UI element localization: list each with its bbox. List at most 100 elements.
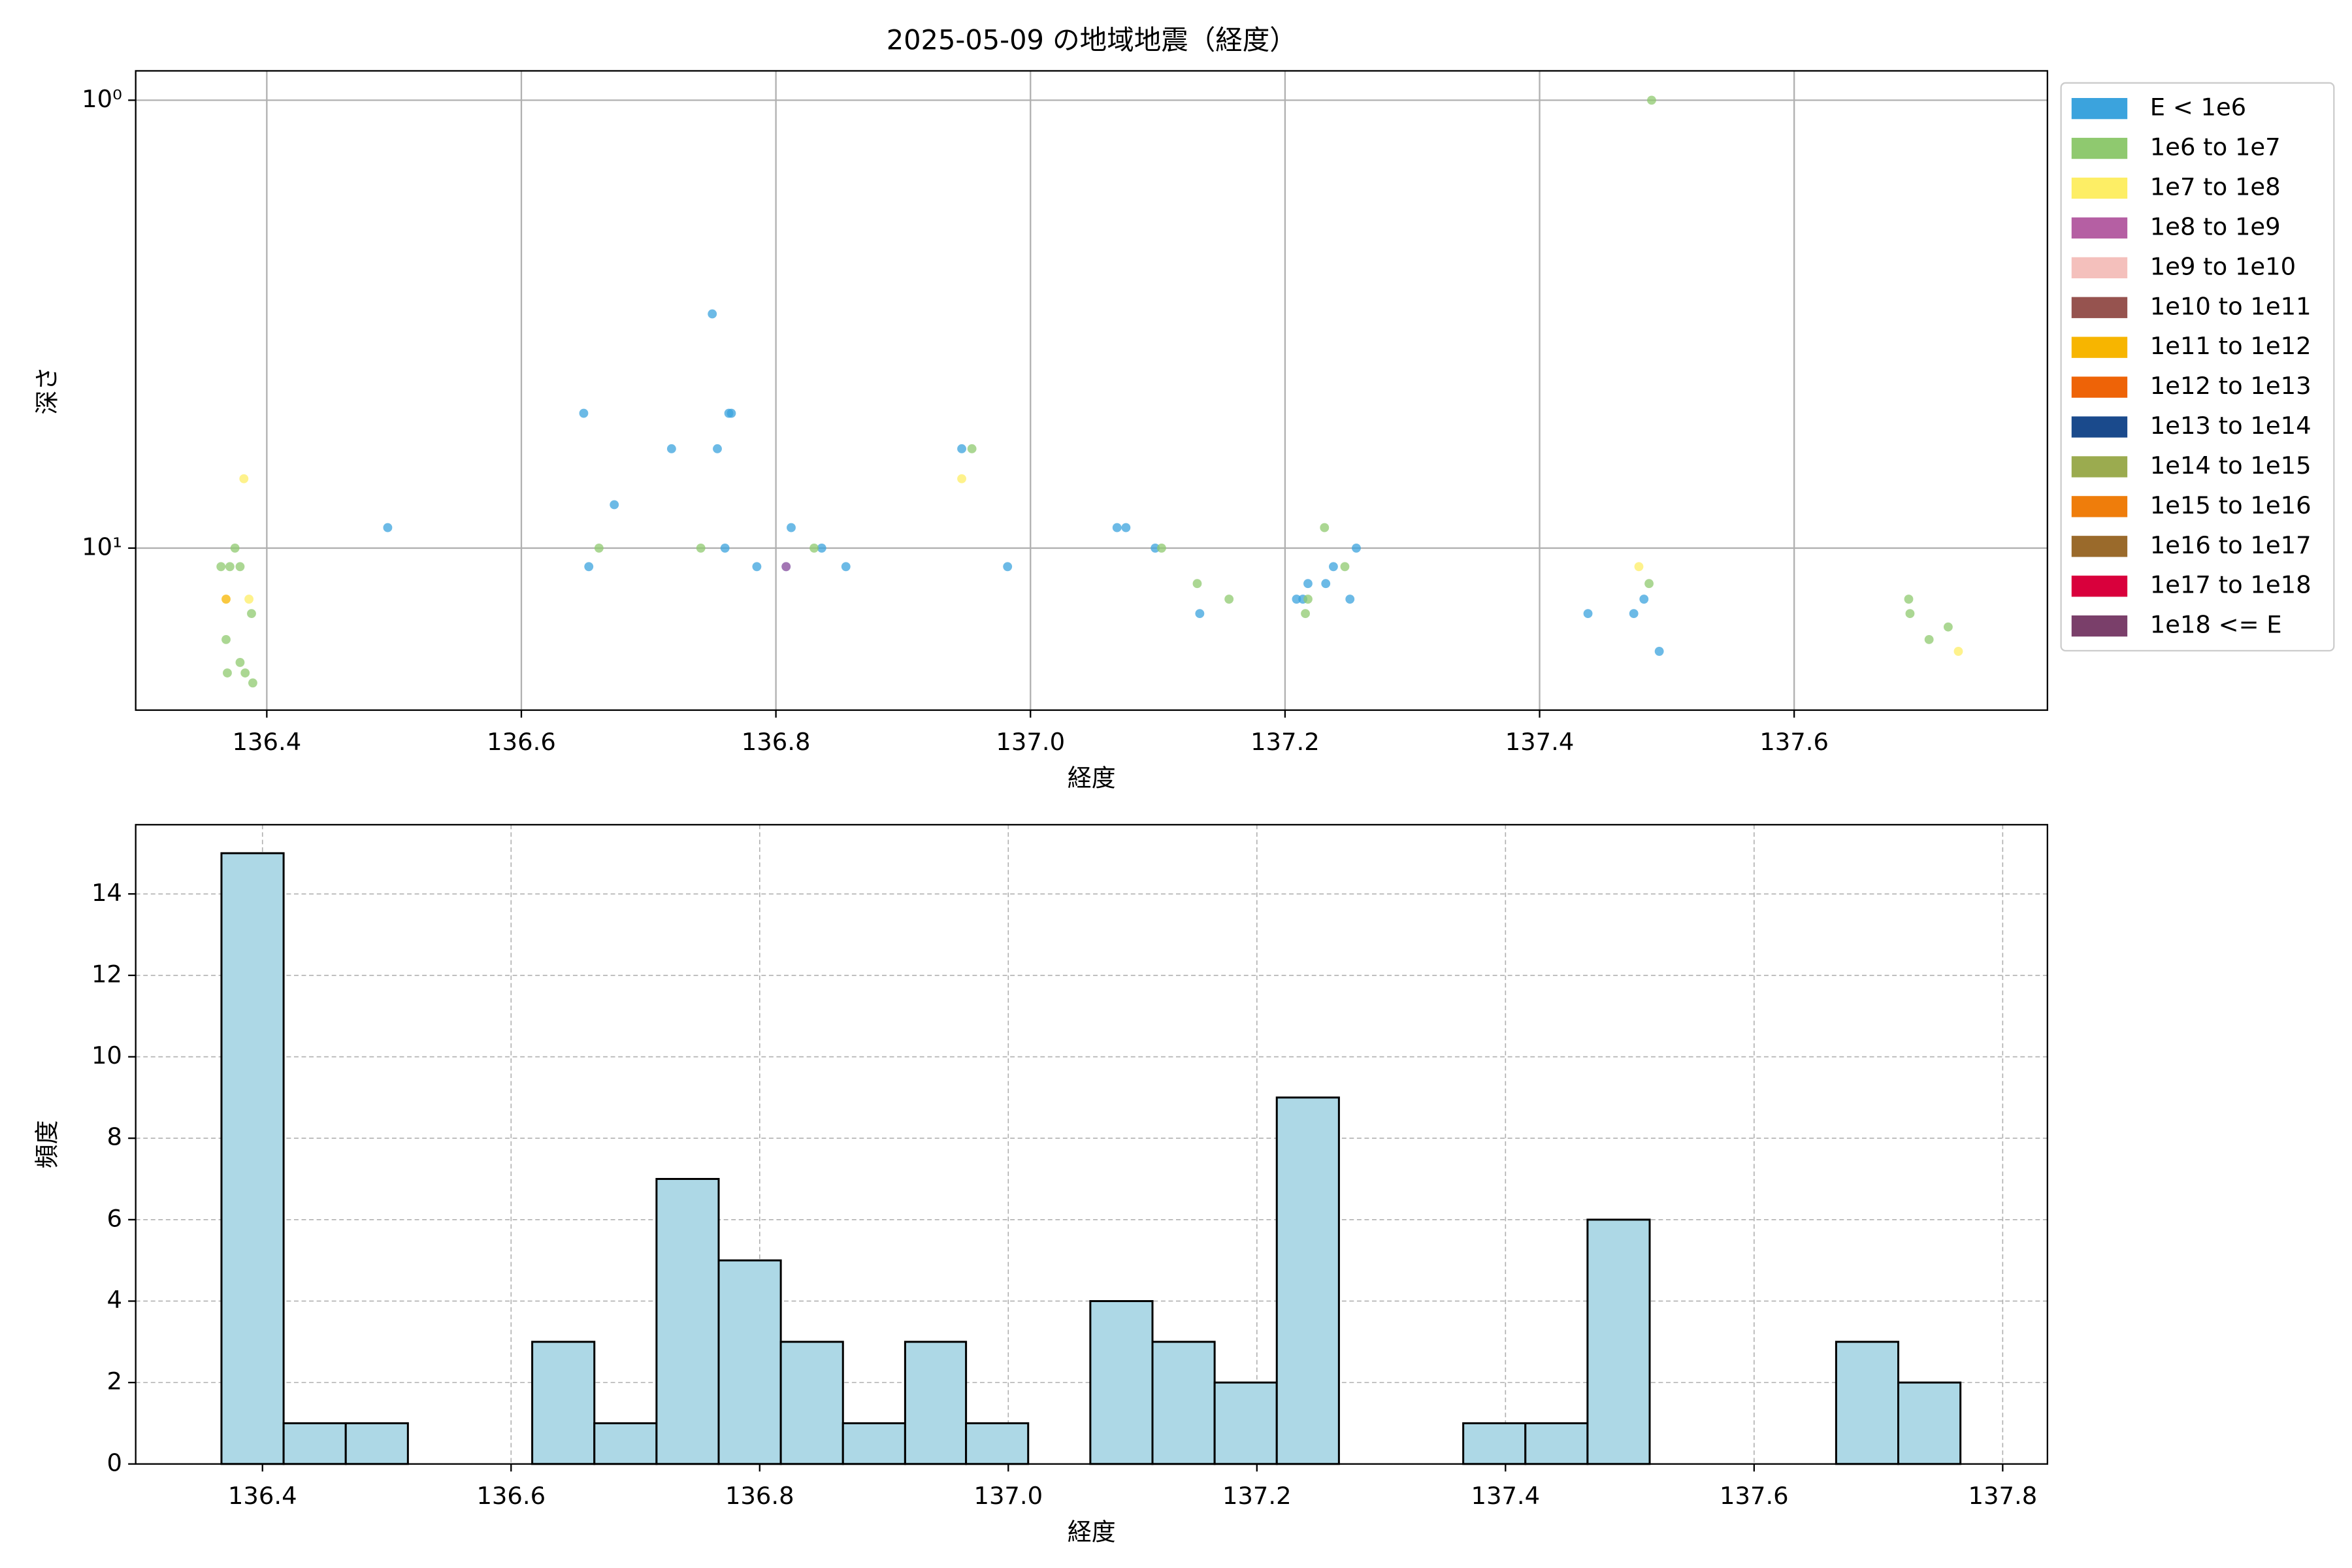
legend-label: 1e9 to 1e10 — [2150, 252, 2296, 280]
legend-swatch — [2071, 536, 2128, 557]
legend-label: 1e14 to 1e15 — [2150, 451, 2311, 480]
bar — [1897, 1381, 1962, 1465]
legend-swatch — [2071, 177, 2128, 199]
legend-box — [2060, 82, 2335, 652]
x-tick-label: 136.8 — [725, 1482, 794, 1510]
point — [1583, 609, 1593, 619]
point — [1345, 595, 1355, 604]
point — [727, 408, 736, 418]
point — [1943, 622, 1953, 632]
y-tick-label: 14 — [91, 879, 122, 907]
point — [1328, 562, 1338, 572]
point — [713, 444, 722, 453]
bar — [1089, 1299, 1154, 1465]
point — [247, 609, 256, 619]
legend-label: 1e15 to 1e16 — [2150, 491, 2311, 519]
bar — [655, 1178, 720, 1465]
point — [1151, 544, 1160, 553]
x-tick-label: 137.4 — [1505, 728, 1575, 756]
legend-label: 1e16 to 1e17 — [2150, 531, 2311, 559]
point — [787, 523, 796, 532]
x-tick-label: 137.0 — [996, 728, 1065, 756]
point — [1924, 634, 1934, 644]
bar — [220, 852, 285, 1465]
point — [235, 562, 245, 572]
y-tick-label: 4 — [106, 1286, 122, 1314]
point — [1629, 609, 1639, 619]
bar — [1586, 1218, 1651, 1465]
y-tick-label: 12 — [91, 960, 122, 988]
point — [1121, 523, 1131, 532]
chart-title: 2025-05-09 の地域地震（経度） — [887, 24, 1297, 56]
point — [240, 668, 250, 678]
legend-label: 1e6 to 1e7 — [2150, 133, 2281, 161]
y-tick-label: 10¹ — [82, 532, 122, 561]
bar — [1462, 1422, 1527, 1465]
x-tick-label: 136.6 — [476, 1482, 546, 1510]
point — [239, 474, 249, 483]
point — [1303, 579, 1313, 589]
point — [1303, 595, 1313, 604]
point — [720, 544, 730, 553]
y-tick-label: 10 — [91, 1041, 122, 1070]
bar — [779, 1341, 844, 1465]
bar — [1151, 1341, 1216, 1465]
point — [1953, 646, 1963, 656]
legend-label: 1e18 <= E — [2150, 611, 2282, 639]
x-tick-label: 136.6 — [487, 728, 556, 756]
x-tick-label: 137.2 — [1222, 1482, 1292, 1510]
bar — [965, 1422, 1030, 1465]
point — [383, 523, 393, 532]
point — [752, 562, 762, 572]
legend-swatch — [2071, 416, 2128, 438]
bar — [904, 1341, 968, 1465]
x-tick-label: 137.0 — [973, 1482, 1043, 1510]
legend-swatch — [2071, 98, 2128, 120]
bar — [1213, 1381, 1278, 1465]
bar — [344, 1422, 409, 1465]
y-axis-label: 頻度 — [33, 1120, 61, 1169]
point — [1904, 595, 1914, 604]
y-tick-label: 6 — [106, 1204, 122, 1232]
point — [1634, 562, 1644, 572]
bar — [1524, 1422, 1589, 1465]
bar — [1835, 1341, 1900, 1465]
point — [809, 544, 819, 553]
legend-swatch — [2071, 217, 2128, 239]
point — [841, 562, 851, 572]
y-tick-label: 10⁰ — [82, 85, 122, 113]
x-tick-label: 136.4 — [228, 1482, 297, 1510]
y-tick-label: 2 — [106, 1367, 122, 1396]
legend-swatch — [2071, 576, 2128, 597]
point — [708, 309, 717, 319]
point — [1003, 562, 1013, 572]
legend-label: 1e13 to 1e14 — [2150, 412, 2311, 440]
axes-frame — [135, 824, 2048, 1465]
legend-label: 1e11 to 1e12 — [2150, 332, 2311, 360]
axes-frame — [135, 70, 2048, 711]
point — [1192, 579, 1202, 589]
legend-label: 1e17 to 1e18 — [2150, 571, 2311, 599]
point — [1224, 595, 1234, 604]
legend-swatch — [2071, 456, 2128, 478]
x-tick-label: 136.4 — [233, 728, 302, 756]
point — [666, 444, 676, 453]
point — [1301, 609, 1310, 619]
x-tick-label: 137.2 — [1250, 728, 1320, 756]
bar — [282, 1422, 347, 1465]
point — [1654, 646, 1664, 656]
y-tick-label: 8 — [106, 1123, 122, 1151]
point — [235, 658, 245, 667]
legend-swatch — [2071, 137, 2128, 159]
legend-label: 1e12 to 1e13 — [2150, 372, 2311, 400]
point — [1321, 579, 1331, 589]
point — [1320, 523, 1330, 532]
legend-swatch — [2071, 496, 2128, 517]
point — [230, 544, 240, 553]
point — [579, 408, 589, 418]
x-axis-label: 経度 — [1068, 1518, 1116, 1546]
legend-label: 1e8 to 1e9 — [2150, 212, 2281, 240]
point — [225, 562, 235, 572]
